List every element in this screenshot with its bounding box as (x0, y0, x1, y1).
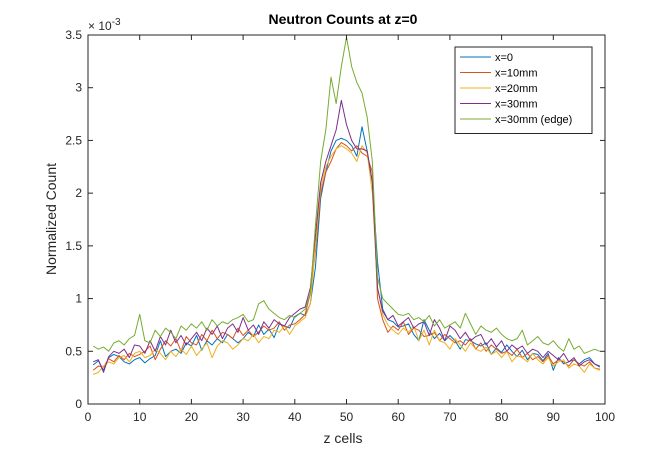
x-tick-label: 80 (495, 410, 509, 424)
y-tick-label: 1 (75, 292, 82, 306)
y-tick-label: 0 (75, 397, 82, 411)
x-tick-label: 30 (236, 410, 250, 424)
y-tick-label: 2 (75, 186, 82, 200)
chart-title: Neutron Counts at z=0 (269, 11, 418, 27)
y-tick-label: 2.5 (65, 133, 82, 147)
x-tick-label: 0 (85, 410, 92, 424)
x-tick-label: 40 (288, 410, 302, 424)
x-tick-label: 60 (392, 410, 406, 424)
series-line-4 (92, 99, 601, 373)
y-tick-label: 1.5 (65, 239, 82, 253)
series-line-1 (92, 126, 601, 371)
y-exponent-power: -3 (112, 17, 121, 28)
x-tick-label: 90 (547, 410, 561, 424)
legend: x=0 x=10mm x=20mm x=30mm x=30mm (edge) (454, 46, 593, 134)
x-tick-label: 50 (340, 410, 354, 424)
y-axis: 0 0.5 1 1.5 2 2.5 3 3.5 (65, 28, 605, 411)
x-axis-label: z cells (324, 430, 363, 446)
y-tick-label: 3.5 (65, 28, 82, 42)
legend-entry-label: x=30mm (495, 99, 538, 111)
x-tick-label: 20 (185, 410, 199, 424)
y-axis-label: Normalized Count (43, 163, 59, 275)
legend-entry-label: x=0 (495, 52, 513, 64)
x-tick-label: 10 (133, 410, 147, 424)
y-exponent-label: × 10-3 (88, 17, 121, 33)
series-line-2 (92, 142, 600, 371)
legend-entry-label: x=20mm (495, 83, 538, 95)
x-tick-label: 70 (443, 410, 457, 424)
y-tick-label: 0.5 (65, 344, 82, 358)
legend-entry-label: x=30mm (edge) (495, 114, 572, 126)
x-tick-label: 100 (595, 410, 615, 424)
y-tick-label: 3 (75, 81, 82, 95)
x-axis: 0 10 20 30 40 50 60 70 80 90 100 (85, 35, 615, 424)
series-line-3 (92, 145, 601, 375)
svg-text:× 10-3: × 10-3 (88, 17, 121, 33)
legend-entry-label: x=10mm (495, 68, 538, 80)
y-exponent-base: × 10 (88, 19, 112, 33)
